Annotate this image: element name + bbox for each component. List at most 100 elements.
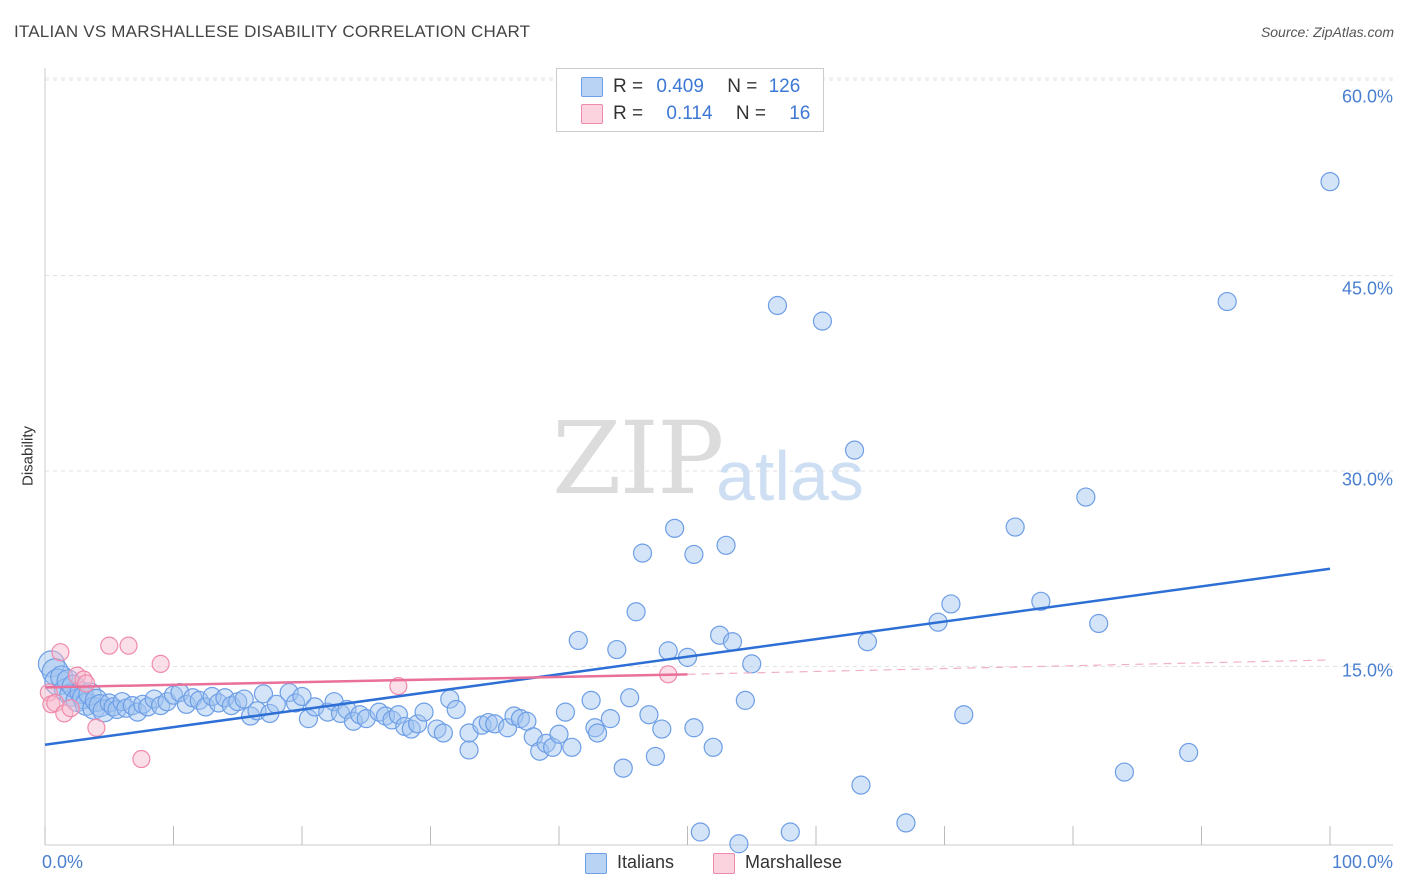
italians-point [626,602,646,622]
marshallese-trend-line [44,673,688,689]
trend-lines [44,567,1331,746]
y-tick-label: 45.0% [1341,278,1393,299]
italians-point [632,543,653,563]
italians-point [639,705,659,725]
italians-point [485,714,505,734]
italians-point [941,594,961,614]
italians-point [549,724,569,744]
italians-point [1179,742,1199,763]
marshallese-point [389,676,408,696]
italians-point [722,632,743,652]
chart-title: ITALIAN VS MARSHALLESE DISABILITY CORREL… [14,22,531,41]
italians-point [844,440,865,460]
italians-point [812,311,833,331]
italians-point [658,641,678,661]
italians-point [1005,517,1025,537]
italians-point [1031,591,1051,611]
italians-point [292,686,312,707]
italians-point [735,690,755,710]
legend-label: Marshallese [745,852,843,872]
n-value: 16 [789,103,811,124]
marshallese-point [100,636,119,655]
italians-point [607,639,627,660]
italians-point [530,741,550,761]
n-label: N = [735,103,766,124]
italians-point [684,718,704,738]
marshallese-point [132,749,151,769]
n-label: N = [727,76,758,97]
italians-point [767,295,788,316]
x-tick-label-max: 100.0% [1331,852,1393,872]
italians-point [684,544,704,565]
watermark-atlas: atlas [716,437,864,515]
marshallese-point [77,674,96,693]
italians-point [954,705,974,725]
italians-point [742,654,762,674]
italians-point [652,719,672,739]
italians-point [620,688,640,708]
r-label: R = [613,103,644,124]
italians-point [122,695,142,716]
marshallese-swatch [581,104,603,124]
italians-point [1217,291,1237,312]
italians-point [562,737,582,757]
y-axis-label: Disability [19,425,37,487]
italians-point [585,718,605,738]
y-tick-label: 15.0% [1341,660,1393,681]
marshallese-point [119,636,138,655]
italians-point [555,702,576,722]
italians-point [388,705,408,725]
italians-point [1114,762,1135,782]
marshallese-point [61,699,80,718]
italians-point [729,834,749,854]
r-value: 0.409 [656,76,704,97]
y-tick-label: 30.0% [1341,469,1393,490]
italians-point [234,689,254,709]
legend-label: Italians [617,852,675,872]
r-label: R = [613,76,644,97]
italians-point [581,690,601,710]
italians-point [215,688,235,708]
axes [44,68,1393,846]
italians-point [600,709,621,729]
italians-point [1089,613,1109,634]
italians-point [645,746,665,767]
n-value: 126 [768,76,801,97]
italians-trend-line [44,567,1331,746]
marshallese-trend-extension [687,659,1331,675]
marshallese-point [87,718,106,737]
italians-point [459,740,479,760]
italians-point [196,697,216,717]
grid-lines [45,77,1393,667]
italians-point [568,630,588,651]
r-value: 0.114 [666,103,713,124]
italians-point [896,813,916,833]
italians-point [433,723,453,743]
italians-point [665,518,685,538]
correlation-legend: R = 0.409 N = 126 R = 0.114 N = 16 [556,68,824,132]
marshallese-point [151,654,170,673]
italians-point [1320,172,1340,192]
y-tick-label: 60.0% [1341,86,1393,107]
source-label: Source: ZipAtlas.com [1260,24,1394,40]
italians-swatch [581,77,603,97]
italians-point [703,737,723,757]
italians-point [780,822,800,842]
italians-point [446,699,466,720]
watermark-zip: ZIP [552,400,724,517]
italians-point [716,535,736,555]
italians-point [690,822,710,842]
italians-point [857,632,878,652]
italians-point [414,702,434,722]
italians-point [401,719,421,739]
marshallese-point [51,643,70,662]
italians-point [587,723,608,743]
italians-point [1076,487,1096,507]
italians-point [408,714,428,734]
italians-swatch [585,853,607,874]
italians-point [851,775,871,795]
italians-point [253,684,274,704]
italians-point [478,712,498,733]
x-tick-label-min: 0.0% [42,852,84,872]
